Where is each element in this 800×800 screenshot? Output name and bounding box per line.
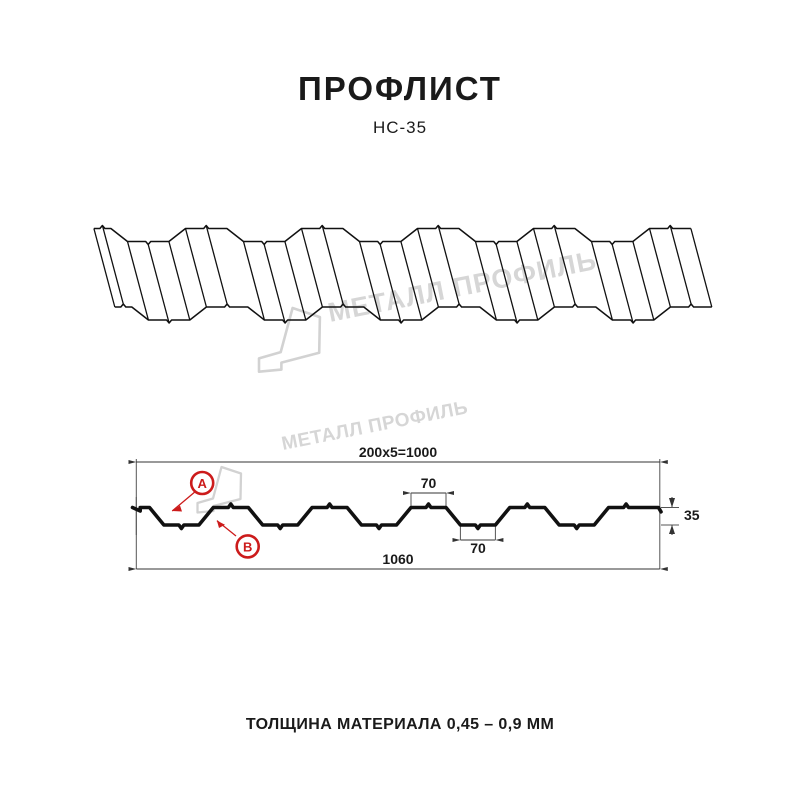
svg-text:70: 70 [421, 475, 437, 491]
svg-text:70: 70 [470, 540, 486, 556]
svg-text:35: 35 [684, 507, 700, 523]
svg-text:1060: 1060 [382, 551, 413, 567]
svg-text:A: A [198, 476, 208, 491]
svg-text:МЕТАЛЛ ПРОФИЛЬ: МЕТАЛЛ ПРОФИЛЬ [325, 245, 599, 328]
svg-text:200x5=1000: 200x5=1000 [359, 444, 437, 460]
svg-text:B: B [243, 539, 252, 554]
